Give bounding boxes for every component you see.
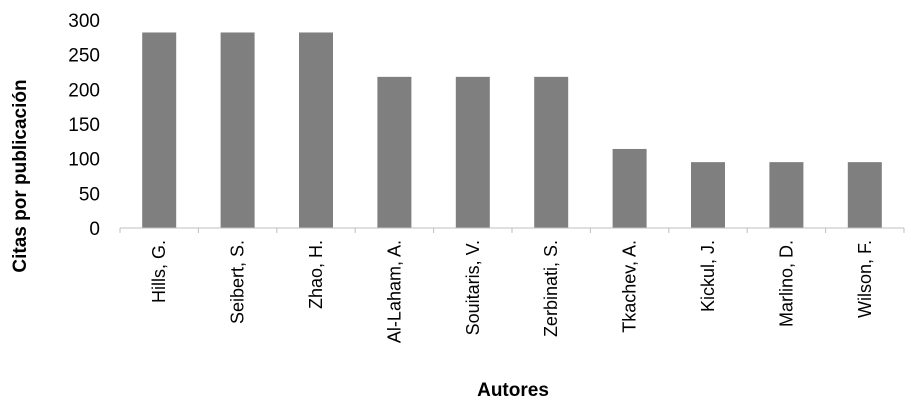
y-tick-label: 50	[79, 184, 100, 205]
bar	[534, 76, 569, 228]
y-axis-ticks: 0 50 100 150 200 250 300	[68, 11, 100, 240]
y-tick-label: 100	[68, 150, 100, 171]
bar	[299, 32, 333, 229]
bar	[612, 148, 647, 228]
category-label: Seibert, S.	[228, 240, 248, 324]
y-tick-label: 200	[68, 80, 100, 101]
x-axis-title: Autores	[477, 380, 549, 401]
bar	[847, 162, 882, 228]
category-label: Marlino, D.	[776, 240, 796, 327]
bar	[769, 162, 804, 228]
bars	[142, 32, 882, 229]
category-label: Zerbinati, S.	[541, 240, 561, 337]
category-label: Tkachev, A.	[620, 240, 640, 333]
y-tick-label: 150	[68, 115, 100, 136]
category-label: Wilson, F.	[855, 240, 875, 318]
category-labels: Hills, G. Seibert, S. Zhao, H. Al-Laham, A.…	[149, 240, 875, 343]
category-label: Al-Laham, A.	[384, 240, 404, 343]
bar	[691, 162, 725, 228]
bar	[220, 32, 255, 229]
y-tick-label: 0	[89, 219, 100, 240]
y-axis-title: Citas por publicación	[10, 79, 31, 272]
category-label: Souitaris, V.	[463, 240, 483, 335]
y-tick-label: 300	[68, 11, 100, 32]
category-label: Hills, G.	[149, 240, 169, 303]
category-label: Kickul, J.	[698, 240, 718, 312]
y-tick-label: 250	[68, 46, 100, 67]
bar	[455, 76, 490, 228]
bar	[142, 32, 177, 229]
bar	[377, 76, 412, 228]
x-axis-ticks	[119, 228, 905, 233]
category-label: Zhao, H.	[306, 240, 326, 309]
